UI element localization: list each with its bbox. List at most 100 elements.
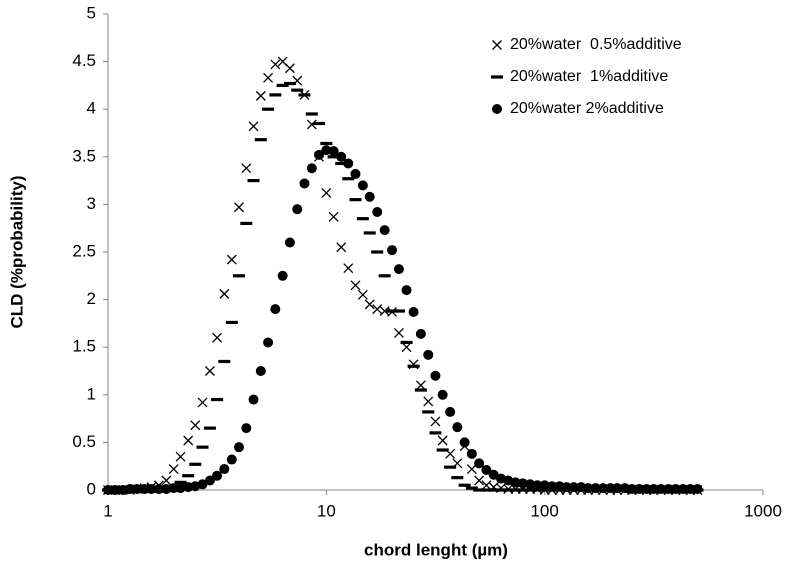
point <box>197 479 208 490</box>
point <box>401 342 412 353</box>
point <box>466 448 477 459</box>
x-tick-label: 1000 <box>744 501 782 520</box>
point <box>532 480 543 491</box>
point <box>670 484 681 495</box>
legend-marker <box>492 40 502 50</box>
legend-label: 20%water 2%additive <box>510 100 664 117</box>
point <box>423 396 434 407</box>
point <box>226 454 237 465</box>
point <box>139 484 150 495</box>
point <box>212 470 223 481</box>
point <box>517 478 528 489</box>
point <box>481 480 492 491</box>
point <box>692 484 703 495</box>
point <box>422 410 435 414</box>
point <box>277 270 288 281</box>
point <box>473 488 486 492</box>
point <box>336 242 347 253</box>
point <box>196 445 209 449</box>
point <box>685 484 696 495</box>
point <box>263 72 274 83</box>
y-axis-title: CLD (%probability) <box>7 176 26 329</box>
point <box>247 179 260 183</box>
point <box>232 274 245 278</box>
point <box>269 93 282 97</box>
point <box>488 469 499 480</box>
point <box>480 488 493 492</box>
point <box>283 81 296 86</box>
point <box>182 474 195 478</box>
point <box>313 121 326 126</box>
point <box>474 475 485 486</box>
y-tick-label: 4.5 <box>72 51 96 70</box>
point <box>255 366 266 376</box>
point <box>174 480 187 484</box>
point <box>254 138 267 142</box>
point <box>241 423 252 434</box>
y-tick-label: 3.5 <box>72 146 96 165</box>
point <box>481 465 492 476</box>
point <box>241 163 252 174</box>
point <box>175 451 186 462</box>
point <box>444 465 457 469</box>
point <box>168 464 179 475</box>
point <box>539 480 550 491</box>
point <box>124 484 135 495</box>
point <box>568 482 579 493</box>
point <box>276 83 289 87</box>
point <box>168 483 179 494</box>
point <box>204 366 215 376</box>
x-axis-title: chord lenght (µm) <box>364 540 508 559</box>
point <box>677 484 688 495</box>
point <box>612 483 623 494</box>
point <box>248 121 259 132</box>
point <box>356 217 369 221</box>
point <box>393 327 404 338</box>
point <box>284 63 295 74</box>
point <box>103 485 113 495</box>
point <box>343 263 354 274</box>
point <box>561 482 572 493</box>
point <box>211 397 224 402</box>
point <box>146 484 157 495</box>
x-tick-label: 10 <box>317 501 336 520</box>
point <box>321 145 332 156</box>
point <box>248 394 259 405</box>
point <box>292 204 303 215</box>
point <box>379 225 390 236</box>
point <box>363 231 376 235</box>
point <box>458 483 471 487</box>
point <box>372 304 383 315</box>
point <box>452 422 463 433</box>
point <box>270 59 281 70</box>
point <box>132 484 143 495</box>
point <box>299 178 310 189</box>
point <box>197 397 208 408</box>
point <box>459 437 470 448</box>
point <box>219 288 230 299</box>
point <box>386 309 399 313</box>
point <box>466 464 477 475</box>
point <box>495 488 508 492</box>
point <box>465 486 478 490</box>
point <box>270 304 281 315</box>
point <box>306 163 317 174</box>
y-tick-label: 4 <box>87 99 96 118</box>
point <box>445 406 456 417</box>
y-tick-label: 2 <box>87 289 96 308</box>
point <box>203 426 216 430</box>
point <box>487 488 500 492</box>
point <box>306 119 317 130</box>
point <box>190 420 201 431</box>
point <box>655 484 666 495</box>
point <box>407 364 420 368</box>
point <box>392 309 405 313</box>
y-tick-label: 1.5 <box>72 337 96 356</box>
point <box>597 483 608 494</box>
point <box>262 107 275 111</box>
point <box>502 488 515 492</box>
point <box>436 448 449 452</box>
point <box>371 250 384 254</box>
y-tick-label: 3 <box>87 194 96 213</box>
point <box>342 177 355 181</box>
